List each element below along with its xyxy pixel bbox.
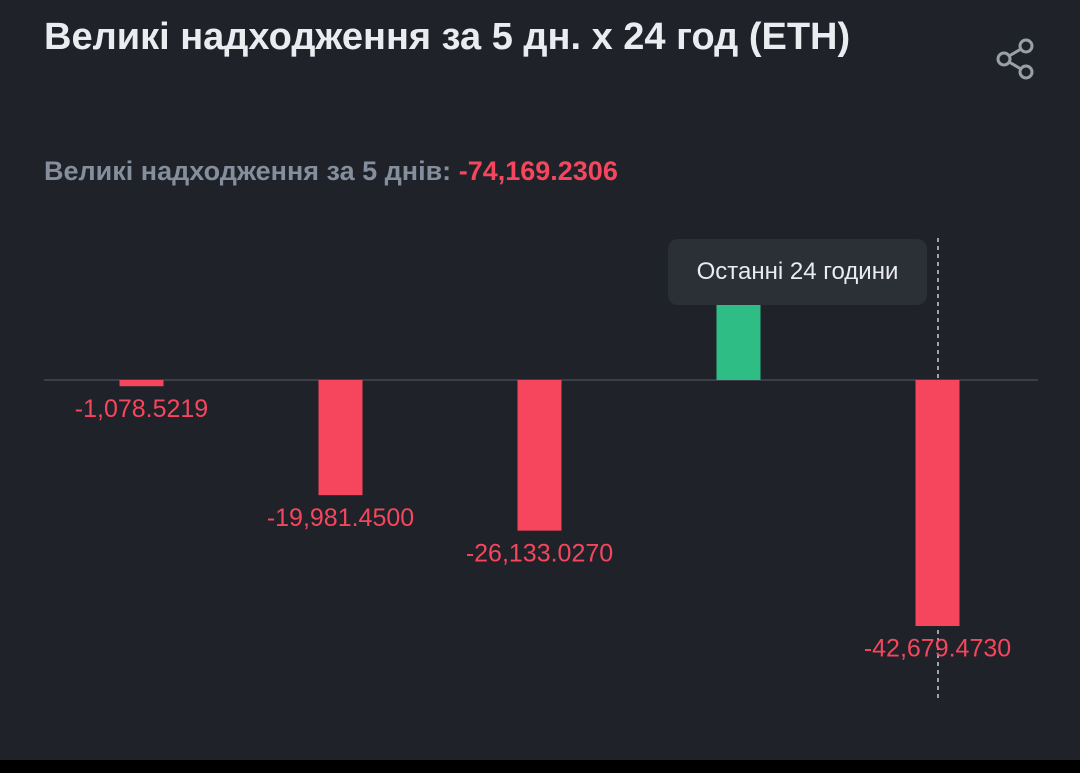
value-label: -19,981.4500: [267, 504, 414, 532]
share-icon[interactable]: [996, 38, 1034, 80]
bar: [915, 380, 960, 627]
bar: [517, 380, 562, 531]
bar: [119, 380, 164, 387]
summary: Великі надходження за 5 днів: -74,169.23…: [44, 156, 618, 187]
value-label: -1,078.5219: [75, 395, 208, 423]
bar: [318, 380, 363, 496]
summary-label: Великі надходження за 5 днів:: [44, 156, 452, 186]
bottom-bar: [0, 760, 1080, 773]
value-label: -42,679.4730: [864, 635, 1011, 663]
value-label: -26,133.0270: [466, 539, 613, 567]
tooltip: Останні 24 години: [668, 239, 927, 305]
summary-value: -74,169.2306: [458, 156, 618, 186]
chart-title: Великі надходження за 5 дн. х 24 год (ET…: [44, 16, 851, 58]
